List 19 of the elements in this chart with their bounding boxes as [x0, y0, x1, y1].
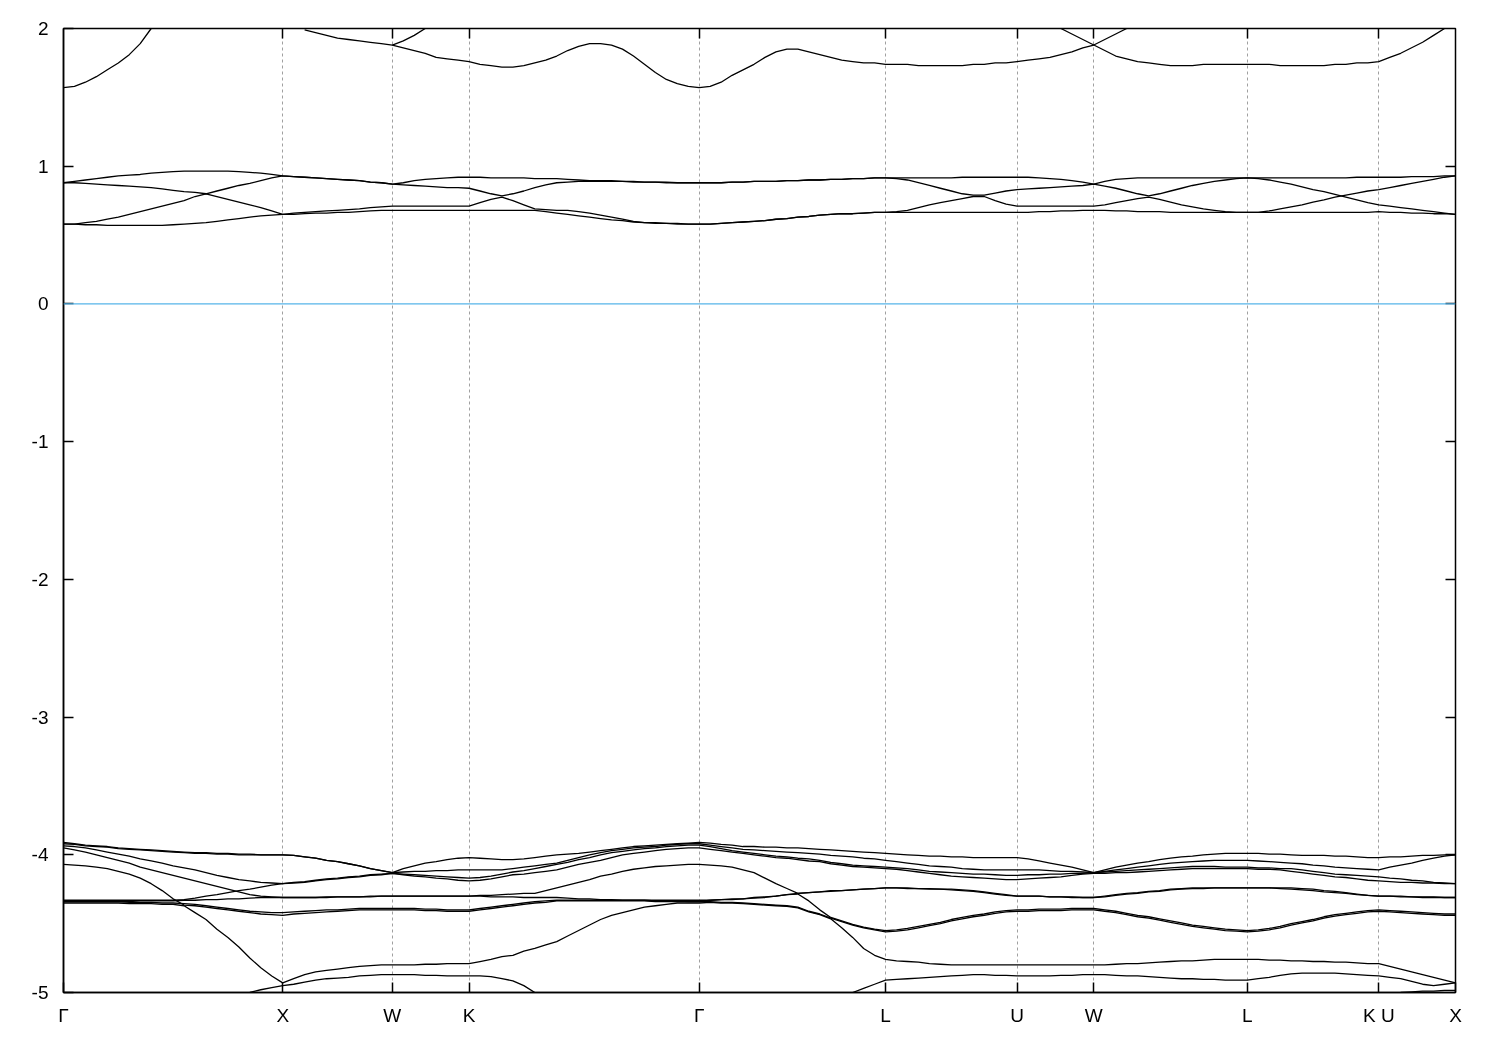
x-tick-label: W [1084, 1004, 1103, 1026]
x-tick-label: Γ [58, 1004, 69, 1026]
x-tick-label: X [1449, 1004, 1463, 1026]
y-tick-label: -4 [31, 844, 49, 866]
y-tick-label: 2 [37, 18, 49, 39]
y-tick-label: -5 [31, 982, 49, 1003]
y-tick-label: -1 [31, 431, 49, 453]
x-tick-label: L [880, 1004, 891, 1026]
x-tick-label: L [1241, 1004, 1253, 1026]
x-tick-label: K [462, 1004, 476, 1026]
y-tick-label: 1 [37, 155, 49, 177]
x-tick-label: K U [1362, 1004, 1395, 1026]
y-tick-label: -3 [31, 706, 49, 728]
y-tick-label: -2 [31, 568, 49, 590]
x-tick-label: U [1010, 1004, 1024, 1026]
x-tick-label: X [276, 1004, 290, 1026]
y-tick-label: 0 [37, 293, 49, 315]
x-tick-label: W [383, 1004, 402, 1026]
x-tick-label: Γ [693, 1004, 705, 1026]
